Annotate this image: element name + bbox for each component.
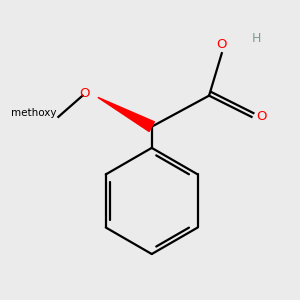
Text: H: H	[251, 32, 261, 45]
Text: O: O	[217, 38, 227, 51]
Text: O: O	[256, 110, 266, 123]
Text: methoxy: methoxy	[11, 109, 56, 118]
Polygon shape	[98, 97, 154, 131]
Text: O: O	[79, 87, 89, 100]
